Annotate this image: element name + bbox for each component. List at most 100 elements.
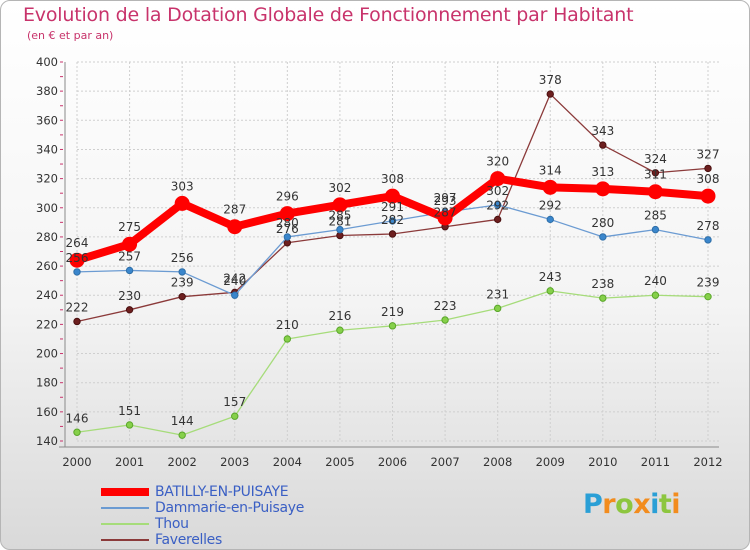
y-tick-label: 180: [36, 376, 58, 390]
proxiti-logo: Proxiti: [583, 489, 681, 520]
logo-letter: o: [615, 489, 634, 520]
data-label: 276: [276, 222, 299, 236]
data-label: 216: [328, 309, 351, 323]
data-label: 222: [66, 300, 89, 314]
data-label: 296: [276, 190, 299, 204]
x-tick-label: 2004: [273, 455, 302, 469]
data-label: 293: [434, 194, 457, 208]
y-tick-label: 160: [36, 405, 58, 419]
data-point: [385, 188, 400, 204]
data-label: 280: [276, 216, 299, 230]
logo-letter: P: [583, 489, 603, 520]
logo-letter: i: [671, 489, 681, 520]
data-label: 231: [486, 287, 509, 301]
data-label: 239: [171, 276, 194, 290]
x-tick-label: 2006: [378, 455, 407, 469]
legend-label: Faverelles: [155, 532, 222, 548]
x-tick-label: 2011: [641, 455, 670, 469]
x-tick-label: 2008: [483, 455, 512, 469]
y-tick-label: 220: [36, 317, 58, 331]
legend-item: BATILLY-EN-PUISAYE: [101, 484, 351, 501]
data-label: 219: [381, 305, 404, 319]
data-point: [651, 169, 660, 177]
data-point: [283, 233, 292, 241]
data-label: 243: [539, 270, 562, 284]
x-tick-label: 2002: [168, 455, 197, 469]
y-tick-label: 400: [36, 55, 58, 69]
legend-item: Faverelles: [101, 532, 351, 549]
legend-item: Thou: [101, 516, 351, 533]
data-point: [178, 268, 186, 276]
x-tick-label: 2012: [693, 455, 722, 469]
data-label: 378: [539, 73, 562, 87]
data-point: [231, 412, 239, 420]
data-point: [647, 184, 663, 200]
data-point: [279, 206, 295, 222]
data-label: 280: [591, 216, 614, 230]
data-point: [546, 215, 554, 224]
x-tick-label: 2001: [115, 455, 144, 469]
logo-letter: r: [602, 489, 616, 520]
series-faverelles: [73, 90, 712, 326]
x-tick-label: 2009: [536, 455, 565, 469]
data-point: [388, 230, 397, 238]
y-tick-label: 300: [36, 201, 58, 215]
data-label: 281: [328, 214, 351, 228]
data-label: 238: [591, 277, 614, 291]
data-label: 256: [171, 251, 194, 265]
x-tick-label: 2003: [220, 455, 249, 469]
data-point: [490, 171, 506, 187]
data-label: 240: [223, 274, 246, 288]
data-label: 302: [328, 181, 351, 195]
data-point: [437, 210, 453, 226]
data-label: 297: [434, 191, 457, 205]
logo-letter: x: [633, 489, 651, 520]
data-label: 151: [118, 404, 141, 418]
data-point: [332, 197, 348, 213]
data-label: 146: [66, 411, 89, 425]
y-tick-label: 380: [36, 84, 58, 98]
data-label: 157: [223, 395, 246, 409]
y-tick-label: 360: [36, 113, 58, 127]
data-point: [546, 287, 554, 295]
labels-faverelles: 222 230 239 242 276 281 282 287 292 378 343 324 327: [66, 73, 720, 314]
legend-label: Thou: [155, 516, 189, 532]
data-label: 240: [644, 274, 667, 288]
data-label: 210: [276, 318, 299, 332]
data-label: 308: [697, 172, 720, 186]
data-point: [227, 219, 243, 235]
legend-label: Dammarie-en-Puisaye: [155, 500, 305, 516]
data-point: [174, 195, 190, 211]
logo-letter: i: [650, 489, 659, 520]
data-label: 314: [539, 163, 562, 177]
data-label: 287: [434, 206, 457, 220]
legend-swatch: [101, 507, 149, 509]
legend-item: Dammarie-en-Puisaye: [101, 500, 351, 517]
legend-label: BATILLY-EN-PUISAYE: [155, 484, 289, 500]
data-label: 320: [486, 155, 509, 169]
data-point: [178, 431, 186, 439]
data-label: 308: [381, 172, 404, 186]
data-point: [542, 179, 558, 195]
data-point: [388, 322, 397, 330]
chart-subtitle: (en € et par an): [27, 29, 114, 42]
data-point: [125, 421, 134, 429]
data-label: 242: [223, 271, 246, 285]
data-label: 303: [171, 179, 194, 193]
x-tick-label: 2000: [62, 455, 91, 469]
legend-swatch: [101, 488, 149, 496]
data-label: 256: [66, 251, 89, 265]
data-point: [651, 291, 660, 299]
data-point: [283, 335, 292, 343]
x-tick-label: 2005: [325, 455, 354, 469]
data-label: 223: [434, 299, 457, 313]
data-point: [122, 236, 138, 252]
data-label: 285: [328, 209, 351, 223]
data-label: 343: [591, 124, 614, 138]
x-tick-label: 2007: [430, 455, 459, 469]
data-label: 275: [118, 220, 141, 234]
data-point: [546, 90, 554, 98]
y-tick-label: 200: [36, 347, 58, 361]
data-point: [493, 215, 502, 224]
data-label: 144: [171, 414, 194, 428]
